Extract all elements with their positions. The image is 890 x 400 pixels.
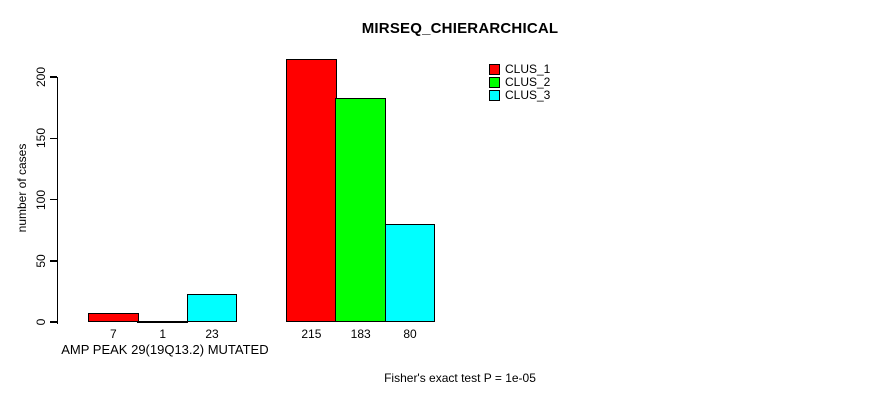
legend-swatch-icon [489, 90, 500, 101]
legend-item: CLUS_1 [489, 63, 550, 76]
bar-value-label: 215 [301, 327, 322, 341]
bar-clus_2-group2 [335, 97, 387, 322]
y-axis-tick [49, 137, 57, 139]
y-axis-line [56, 77, 58, 324]
bar-clus_1-group1 [88, 313, 139, 322]
legend-label: CLUS_2 [505, 75, 551, 89]
bar-value-label: 80 [403, 327, 417, 341]
bar-value-label: 7 [110, 327, 117, 341]
bar-clus_3-group2 [384, 224, 436, 322]
chart-title: MIRSEQ_CHIERARCHICAL [361, 20, 559, 37]
y-axis-tick [49, 198, 57, 201]
legend-item: CLUS_3 [489, 89, 550, 102]
legend-item: CLUS_2 [489, 76, 550, 89]
y-axis-tick-label: 200 [34, 66, 48, 88]
legend-swatch-icon [489, 77, 500, 88]
legend-swatch-icon [489, 64, 500, 75]
y-axis-tick [49, 76, 57, 78]
y-axis-tick [49, 321, 57, 323]
y-axis-tick-label: 100 [34, 189, 48, 210]
y-axis-tick-label: 50 [34, 254, 48, 268]
y-axis-tick-label: 150 [34, 128, 48, 149]
y-axis-tick [49, 260, 57, 262]
bar-value-label: 183 [350, 327, 371, 341]
annotation-text: Fisher's exact test P = 1e-05 [384, 371, 536, 385]
bar-clus_1-group2 [286, 58, 337, 322]
bar-value-label: 1 [159, 327, 167, 341]
x-axis-category-label: AMP PEAK 29(19Q13.2) MUTATED [61, 342, 269, 357]
bar-clus_2-group1 [137, 320, 189, 323]
legend-label: CLUS_3 [505, 88, 551, 102]
bar-clus_3-group1 [186, 293, 238, 322]
legend: CLUS_1 CLUS_2 CLUS_3 [489, 63, 550, 102]
legend-label: CLUS_1 [505, 62, 551, 76]
bar-value-label: 23 [205, 327, 219, 341]
y-axis-tick-label: 0 [34, 318, 48, 326]
